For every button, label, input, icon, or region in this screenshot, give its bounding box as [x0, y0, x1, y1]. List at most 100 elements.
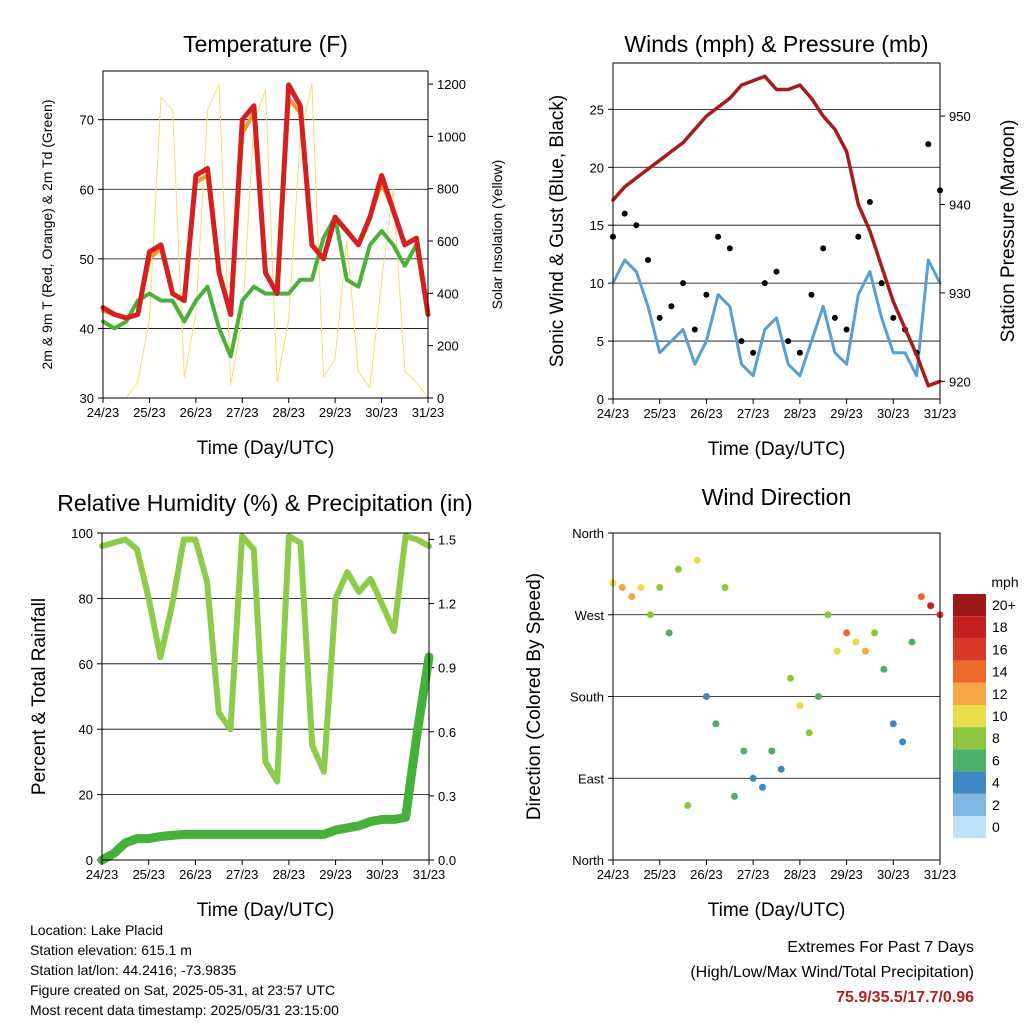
temp-x-tick-label: 26/23 — [180, 405, 213, 420]
recent-text: Most recent data timestamp: 2025/05/31 2… — [30, 1002, 339, 1018]
direction-point — [712, 720, 720, 728]
direction-point — [833, 647, 841, 655]
winds-gust-point — [680, 280, 687, 287]
extremes-title: Extremes For Past 7 Days — [787, 939, 974, 956]
winds-pressure-line — [611, 74, 942, 388]
direction-point — [618, 584, 626, 591]
humidity-x-tick-label: 25/23 — [132, 867, 165, 882]
temp-x-tick-label: 30/23 — [365, 405, 398, 420]
direction-point — [759, 783, 766, 791]
humidity-y-tick-label: 40 — [79, 722, 93, 737]
direction-point — [852, 638, 860, 646]
temp-solar-line — [102, 83, 429, 399]
winds-y-tick-label: 5 — [597, 334, 604, 349]
winds-gust-point — [796, 349, 803, 356]
temp-x-tick-label: 25/23 — [133, 405, 166, 420]
temp-y2-tick-label: 1200 — [437, 77, 466, 92]
humidity-y-tick-label: 100 — [71, 526, 93, 541]
direction-point — [908, 638, 916, 646]
direction-point — [721, 584, 729, 591]
legend-label: 4 — [992, 775, 1000, 791]
winds-x-tick-label: 28/23 — [784, 406, 817, 421]
winds-sonic-line — [611, 258, 942, 378]
direction-x-tick-label: 28/23 — [784, 867, 817, 882]
direction-x-axis-label: Time (Day/UTC) — [708, 900, 846, 921]
direction-point — [815, 693, 822, 700]
station-info: Location: Lake Placid Station elevation:… — [30, 920, 339, 1020]
winds-gust-point — [831, 314, 838, 321]
humidity-y-tick-label: 80 — [79, 591, 93, 606]
humidity-x-tick-label: 28/23 — [273, 867, 306, 882]
humidity-y-tick-label: 0 — [86, 853, 93, 868]
winds-y-tick-label: 10 — [590, 276, 604, 291]
winds-gust-point — [750, 349, 757, 356]
direction-x-tick-label: 26/23 — [690, 867, 723, 882]
temp-y2-tick-label: 600 — [437, 234, 459, 249]
temp-y-tick-label: 60 — [80, 182, 94, 197]
temp-y2-tick-label: 400 — [437, 286, 459, 301]
direction-point — [899, 738, 907, 746]
winds-gust-point — [726, 245, 733, 252]
legend-label: 16 — [992, 641, 1008, 657]
legend-label: 10 — [992, 708, 1008, 724]
humidity-y2-tick-label: 1.2 — [438, 597, 456, 612]
winds-gust-point — [855, 233, 862, 240]
humidity-y2-tick-label: 0.0 — [438, 853, 456, 868]
direction-point — [861, 647, 869, 655]
temp-9m-line — [101, 96, 430, 320]
temp-y2-tick-label: 0 — [437, 391, 444, 406]
humidity-x-tick-label: 29/23 — [319, 867, 352, 882]
legend-label: 12 — [992, 686, 1008, 702]
humidity-y2-tick-label: 1.5 — [438, 532, 456, 547]
winds-gust-point — [925, 141, 932, 148]
direction-point — [796, 702, 804, 710]
temp-y-axis-label: 2m & 9m T (Red, Orange) & 2m Td (Green) — [39, 100, 55, 370]
direction-point — [740, 747, 748, 755]
direction-point — [693, 556, 701, 564]
legend-swatch — [953, 749, 986, 772]
humidity-y2-tick-label: 0.9 — [438, 661, 456, 676]
humidity-x-axis-label: Time (Day/UTC) — [197, 900, 335, 921]
direction-point — [665, 629, 673, 637]
direction-x-tick-label: 27/23 — [737, 867, 770, 882]
direction-point — [880, 665, 888, 673]
winds-x-tick-label: 29/23 — [830, 406, 863, 421]
direction-point — [927, 602, 935, 610]
humidity-x-tick-label: 30/23 — [366, 867, 399, 882]
humidity-rain-line — [97, 652, 434, 865]
winds-x-tick-label: 26/23 — [690, 406, 723, 421]
direction-point — [684, 802, 692, 809]
winds-x-tick-label: 31/23 — [924, 406, 957, 421]
latlon-text: Station lat/lon: 44.2416; -73.9835 — [30, 962, 237, 978]
direction-x-tick-label: 25/23 — [643, 867, 676, 882]
direction-point — [731, 792, 738, 800]
temp-y2-tick-label: 200 — [437, 339, 459, 354]
direction-point — [889, 720, 897, 728]
legend-label: 0 — [992, 819, 1000, 835]
direction-y-tick-label: North — [572, 526, 604, 541]
winds-y-axis-label: Sonic Wind & Gust (Blue, Black) — [547, 95, 568, 367]
winds-gust-point — [785, 338, 792, 345]
humidity-x-tick-label: 27/23 — [226, 867, 259, 882]
humidity-y2-tick-label: 0.3 — [438, 789, 456, 804]
direction-y-tick-label: West — [575, 608, 605, 623]
humidity-y2-tick-label: 0.6 — [438, 725, 456, 740]
winds-gust-point — [866, 199, 873, 205]
winds-gust-point — [703, 291, 710, 298]
direction-y-axis-label: Direction (Colored By Speed) — [524, 573, 545, 820]
extremes-subtitle: (High/Low/Max Wind/Total Precipitation) — [690, 964, 974, 981]
location-text: Location: Lake Placid — [30, 922, 164, 938]
legend-swatch — [953, 594, 986, 617]
temp-x-tick-label: 31/23 — [412, 405, 445, 420]
elevation-text: Station elevation: 615.1 m — [30, 942, 192, 958]
extremes-box: Extremes For Past 7 Days (High/Low/Max W… — [690, 935, 974, 1010]
winds-gust-point — [773, 268, 780, 275]
winds-gust-point — [761, 280, 768, 287]
winds-y2-tick-label: 920 — [949, 374, 971, 389]
humidity-frame — [101, 532, 430, 861]
winds-title: Winds (mph) & Pressure (mb) — [624, 31, 928, 57]
winds-gust-point — [633, 222, 640, 229]
legend-label: 18 — [992, 619, 1008, 635]
winds-gust-point — [738, 338, 745, 345]
winds-gust-point — [656, 314, 663, 321]
